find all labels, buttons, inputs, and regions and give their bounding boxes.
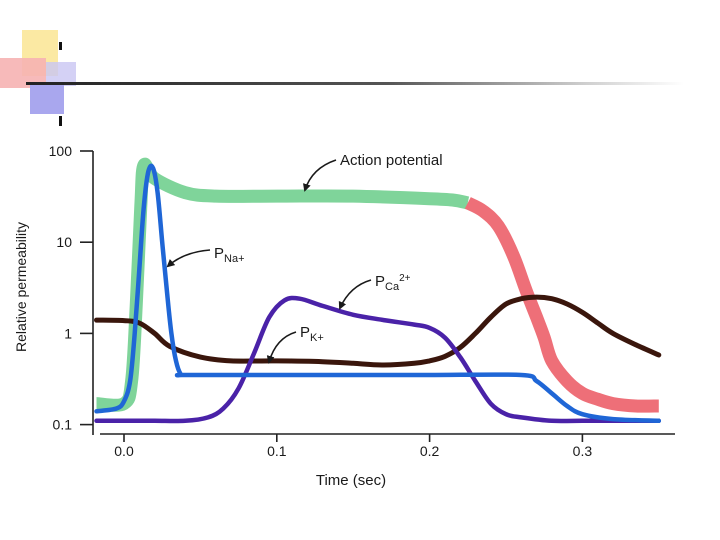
x-tick-label: 0.0 xyxy=(114,443,134,459)
pca-arrow xyxy=(338,279,372,310)
y-tick-label: 100 xyxy=(49,143,73,159)
pca-label-sub: Ca xyxy=(385,281,400,293)
action-potential-line-green xyxy=(96,157,470,412)
x-axis-label: Time (sec) xyxy=(316,472,386,489)
pna-line xyxy=(94,163,662,424)
pk-label-sub: K+ xyxy=(310,332,324,344)
x-tick-label: 0.3 xyxy=(573,443,593,459)
x-tick-label: 0.2 xyxy=(420,443,440,459)
action-potential-arrow xyxy=(303,159,337,192)
decorative-tick-top xyxy=(59,42,62,50)
pna-label-sub: Na+ xyxy=(224,253,245,265)
x-tick-label: 0.1 xyxy=(267,443,287,459)
y-axis-label: Relative permeability xyxy=(13,222,29,352)
pca-line xyxy=(94,295,662,424)
pk-label-main: P xyxy=(300,324,310,341)
y-tick-label: 1 xyxy=(64,325,72,341)
decorative-blue-square xyxy=(30,84,64,114)
series-layer xyxy=(94,157,662,424)
y-tick-label: 0.1 xyxy=(53,417,73,433)
action-potential-line-red xyxy=(464,197,659,413)
axes: 0.1 1 10 100 0.0 0.1 0.2 0.3 Relative permeabi… xyxy=(13,143,675,489)
header-rule xyxy=(26,82,684,85)
pca-label: PCa2+ xyxy=(375,273,411,293)
pk-label: PK+ xyxy=(300,324,324,344)
action-potential-label: Action potential xyxy=(340,152,443,169)
pna-arrow xyxy=(166,249,211,268)
decorative-tick-bottom xyxy=(59,116,62,126)
pna-label: PNa+ xyxy=(214,245,245,265)
pna-label-main: P xyxy=(214,245,224,262)
pca-label-main: P xyxy=(375,273,385,290)
pca-label-sup: 2+ xyxy=(399,273,411,284)
pk-line xyxy=(94,294,662,368)
pk-arrow xyxy=(266,331,297,364)
y-tick-label: 10 xyxy=(56,234,72,250)
annotations: Action potential PNa+ PCa2+ PK+ xyxy=(166,152,443,364)
